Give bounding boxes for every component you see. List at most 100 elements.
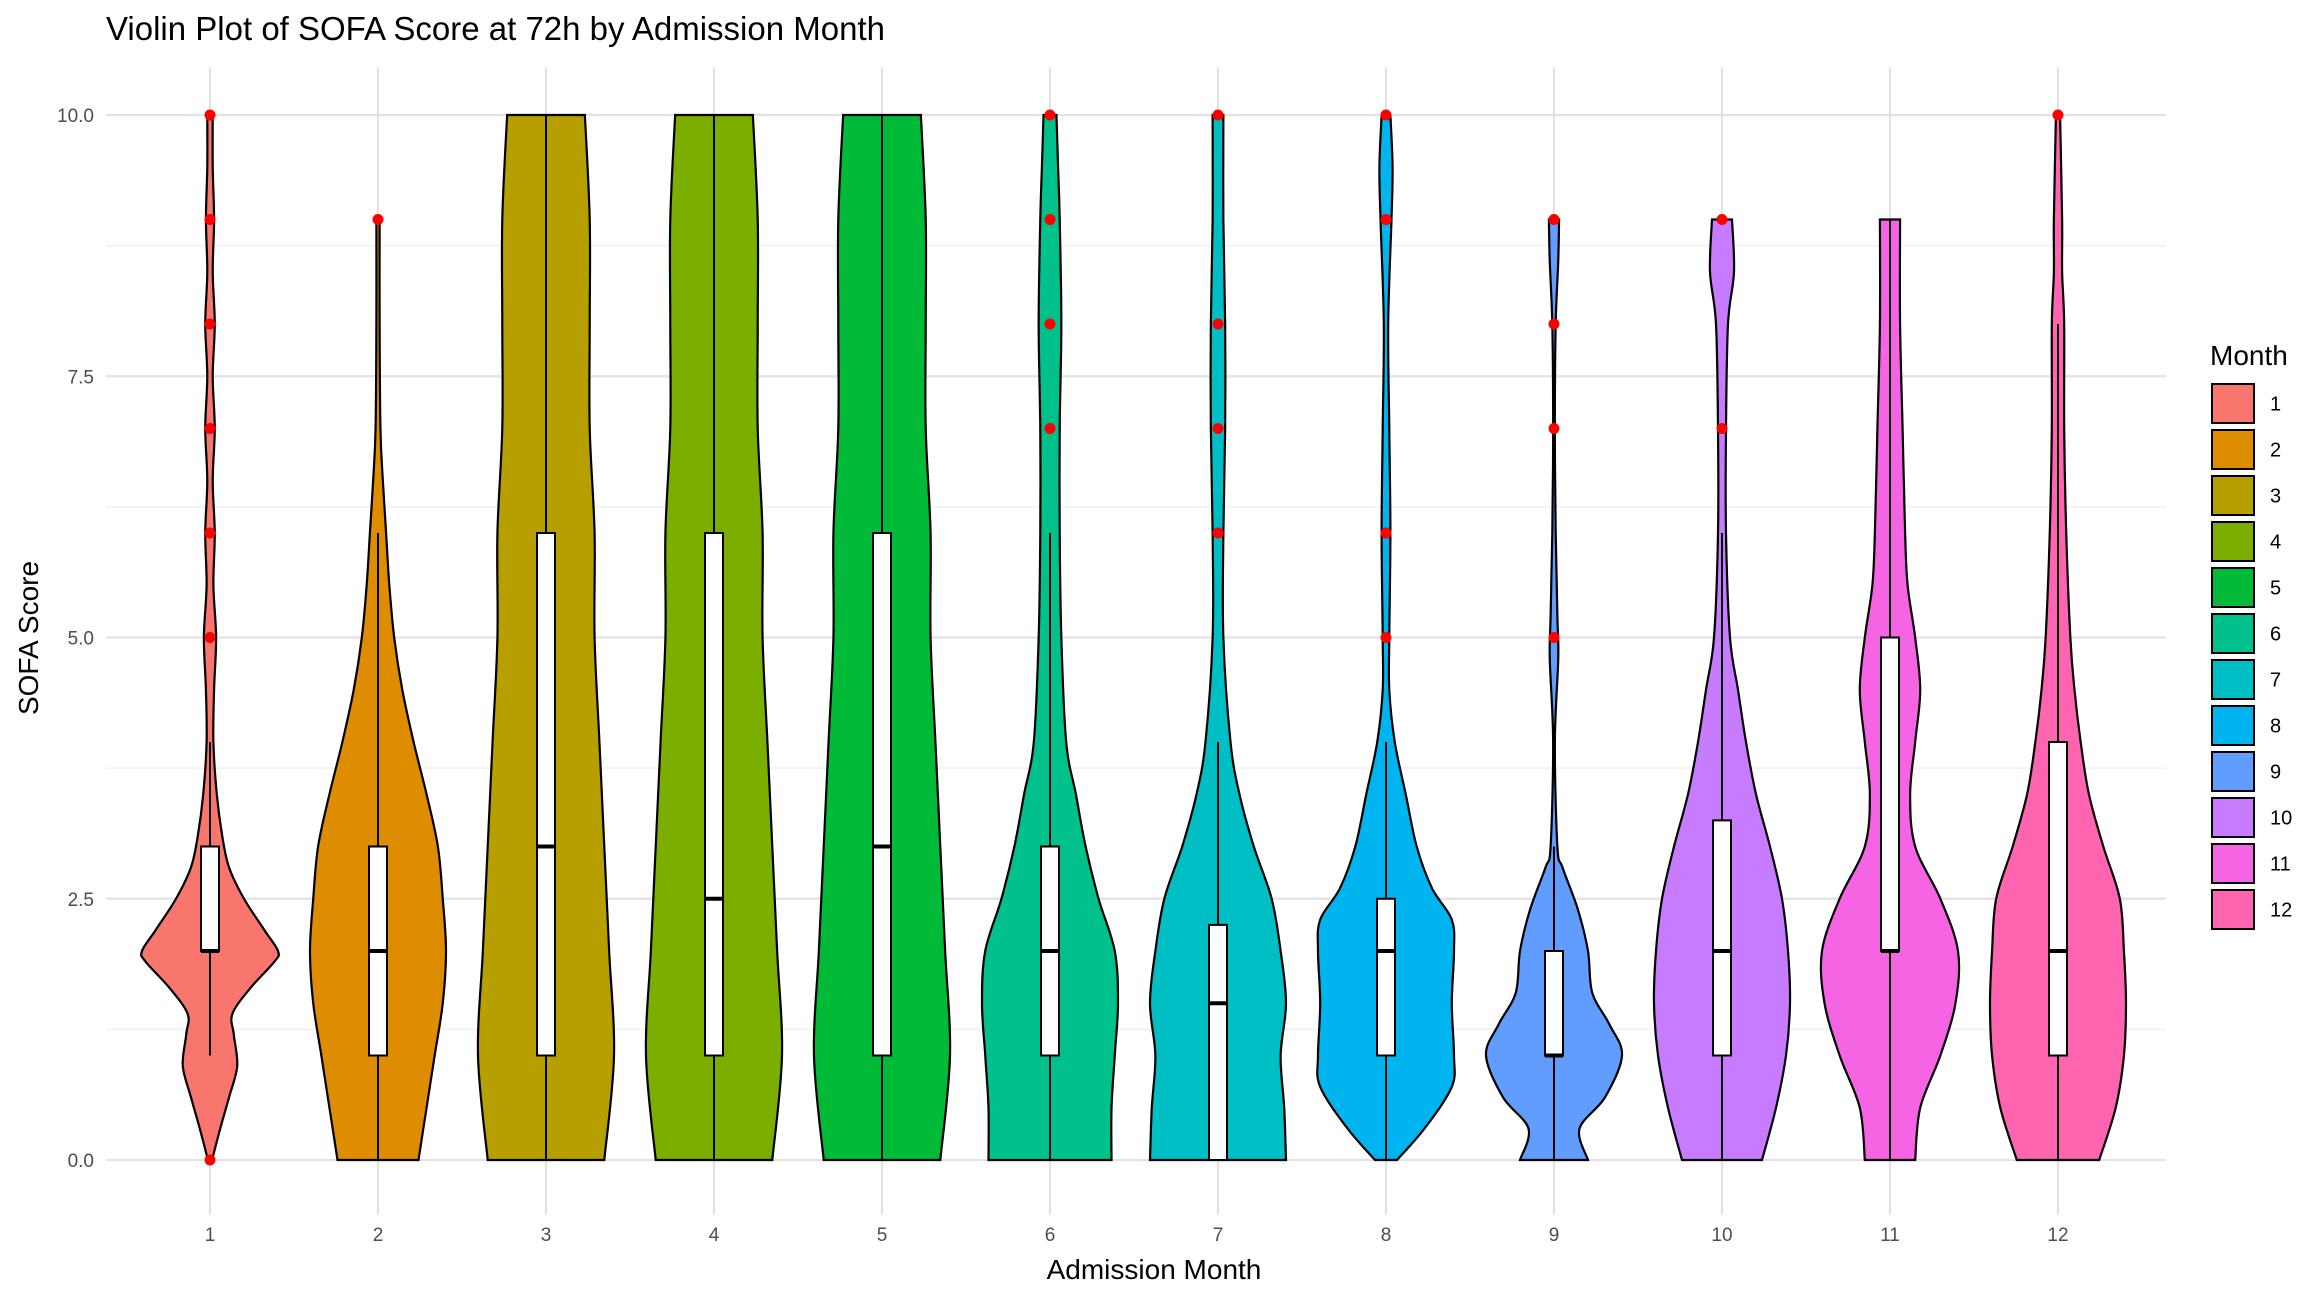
legend-item-12: 12 [2211, 889, 2292, 930]
box-iqr [1712, 819, 1732, 1057]
outlier-point [1212, 527, 1224, 539]
legend-label: 7 [2270, 670, 2281, 692]
legend-item-1: 1 [2211, 383, 2281, 424]
legend-swatch [2211, 475, 2255, 516]
outlier-point [204, 214, 216, 225]
y-axis-title: SOFA Score [13, 561, 44, 715]
legend-label: 9 [2270, 762, 2281, 784]
y-tick-label: 2.5 [68, 890, 94, 911]
box-iqr [872, 532, 892, 1057]
legend-label: 3 [2270, 486, 2281, 508]
outlier-point [1044, 318, 1056, 330]
legend-label: 2 [2270, 440, 2281, 462]
y-axis: 0.0 2.5 5.0 7.5 10.0 [57, 106, 94, 1172]
legend-swatch [2211, 843, 2255, 884]
legend-swatch [2211, 383, 2255, 424]
legend-swatch [2211, 613, 2255, 654]
x-axis-title: Admission Month [1047, 1254, 1262, 1285]
legend-item-11: 11 [2211, 843, 2291, 884]
x-tick-label: 10 [1711, 1225, 1732, 1246]
legend-label: 8 [2270, 716, 2281, 738]
legend-swatch [2211, 751, 2255, 792]
legend-label: 1 [2270, 394, 2281, 416]
outlier-point [1548, 632, 1560, 643]
outlier-point [1548, 423, 1560, 434]
outlier-point [1044, 109, 1056, 121]
legend-swatch [2211, 889, 2255, 930]
boxplot-month-10 [1712, 533, 1732, 1160]
legend-item-10: 10 [2211, 797, 2292, 838]
boxplots [200, 115, 2068, 1161]
boxplot-month-1 [200, 742, 220, 1056]
boxplot-month-8 [1376, 742, 1396, 1160]
outlier-point [1044, 214, 1056, 225]
box-iqr [704, 532, 724, 1057]
outlier-point [1044, 423, 1056, 434]
legend-label: 4 [2270, 532, 2281, 554]
y-tick-label: 7.5 [68, 367, 94, 388]
outlier-point [1716, 423, 1728, 434]
x-axis: 1 2 3 4 5 6 7 8 9 10 11 12 [205, 1225, 2069, 1246]
legend-title: Month [2210, 340, 2288, 371]
legend-swatch [2211, 521, 2255, 562]
boxplot-month-12 [2048, 324, 2068, 1160]
boxplot-month-5 [872, 115, 892, 1160]
legend-swatch [2211, 567, 2255, 608]
boxplot-month-11 [1880, 219, 1900, 1160]
legend-label: 12 [2270, 900, 2292, 922]
box-iqr [1880, 636, 1900, 952]
box-iqr [536, 532, 556, 1057]
boxplot-month-4 [704, 115, 724, 1160]
legend-label: 11 [2270, 854, 2291, 876]
legend-item-4: 4 [2211, 521, 2281, 562]
x-tick-label: 11 [1880, 1225, 1900, 1246]
legend-item-2: 2 [2211, 429, 2281, 470]
legend-label: 10 [2270, 808, 2292, 830]
outlier-point [1380, 109, 1392, 121]
x-tick-label: 9 [1549, 1225, 1560, 1246]
legend-swatch [2211, 797, 2255, 838]
outlier-point [1380, 214, 1392, 225]
y-tick-label: 5.0 [68, 629, 94, 650]
boxplot-month-7 [1208, 742, 1228, 1161]
legend-swatch [2211, 429, 2255, 470]
outlier-point [204, 109, 216, 121]
legend-swatch [2211, 705, 2255, 746]
box-iqr [1208, 923, 1228, 1161]
outlier-point [204, 318, 216, 330]
outliers [204, 109, 2064, 1166]
x-tick-label: 12 [2047, 1225, 2068, 1246]
legend-item-6: 6 [2211, 613, 2281, 654]
legend-item-9: 9 [2211, 751, 2281, 792]
legend-item-5: 5 [2211, 567, 2281, 608]
boxplot-month-9 [1544, 846, 1564, 1160]
outlier-point [1548, 318, 1560, 330]
box-iqr [1544, 950, 1564, 1057]
legend-swatch [2211, 659, 2255, 700]
outlier-point [1212, 318, 1224, 330]
outlier-point [204, 423, 216, 434]
x-tick-label: 1 [205, 1225, 216, 1246]
legend-item-7: 7 [2211, 659, 2281, 700]
y-tick-label: 0.0 [68, 1151, 94, 1172]
chart-title: Violin Plot of SOFA Score at 72h by Admi… [106, 10, 885, 47]
x-tick-label: 3 [541, 1225, 552, 1246]
x-tick-label: 2 [373, 1225, 384, 1246]
outlier-point [372, 214, 384, 225]
boxplot-month-2 [368, 533, 388, 1160]
x-tick-label: 7 [1213, 1225, 1224, 1246]
boxplot-month-6 [1040, 533, 1060, 1160]
legend-item-8: 8 [2211, 705, 2281, 746]
legend-item-3: 3 [2211, 475, 2281, 516]
boxplot-month-3 [536, 115, 556, 1160]
legend-label: 6 [2270, 624, 2281, 646]
outlier-point [1380, 527, 1392, 539]
legend-label: 5 [2270, 578, 2281, 600]
outlier-point [1380, 632, 1392, 643]
y-tick-label: 10.0 [57, 106, 94, 127]
outlier-point [1548, 214, 1560, 225]
box-iqr [1376, 897, 1396, 1057]
outlier-point [204, 632, 216, 643]
